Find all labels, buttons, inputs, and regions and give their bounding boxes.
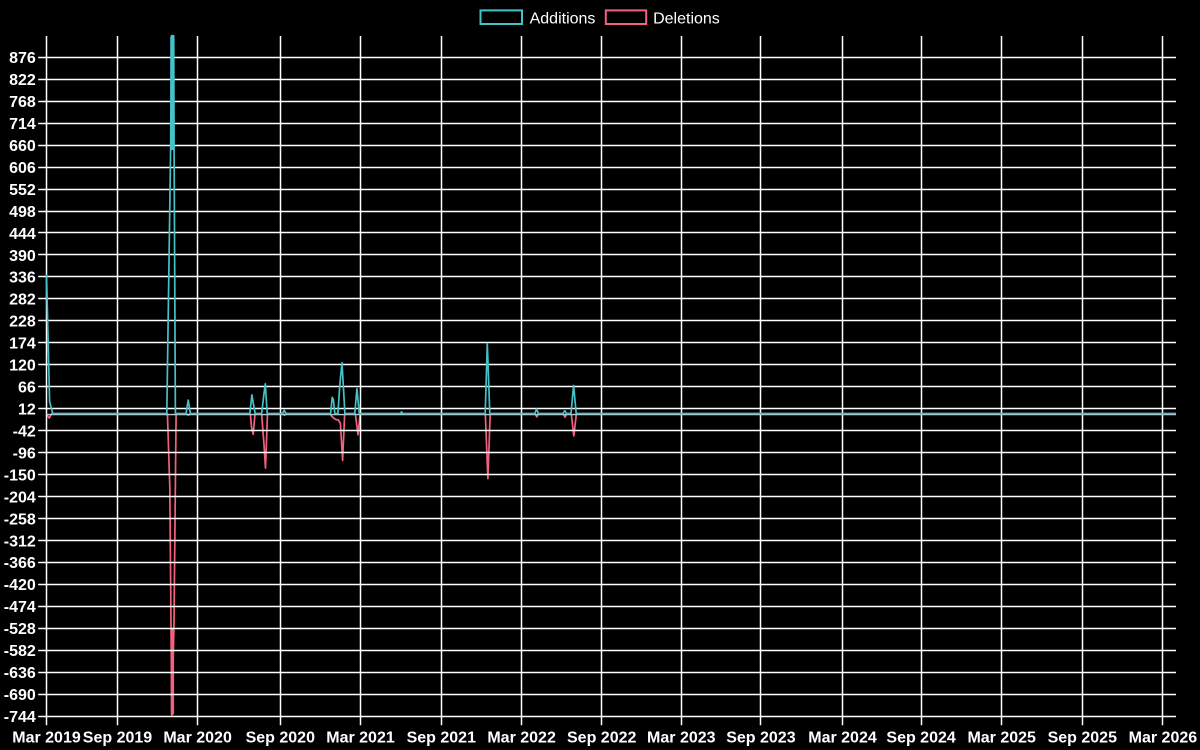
svg-text:-366: -366 xyxy=(4,555,36,572)
svg-text:-636: -636 xyxy=(4,665,36,682)
svg-text:390: 390 xyxy=(9,248,36,265)
svg-text:-744: -744 xyxy=(4,709,36,726)
svg-text:Deletions: Deletions xyxy=(653,10,720,27)
svg-text:822: 822 xyxy=(9,72,36,89)
svg-text:Mar 2019: Mar 2019 xyxy=(12,730,81,747)
svg-text:Sep 2020: Sep 2020 xyxy=(246,730,315,747)
svg-text:Sep 2022: Sep 2022 xyxy=(567,730,636,747)
svg-text:Mar 2025: Mar 2025 xyxy=(967,730,1036,747)
svg-text:Mar 2021: Mar 2021 xyxy=(326,730,395,747)
svg-text:12: 12 xyxy=(18,401,36,418)
svg-text:-42: -42 xyxy=(13,423,36,440)
svg-text:-690: -690 xyxy=(4,687,36,704)
svg-text:Additions: Additions xyxy=(530,10,596,27)
svg-text:Mar 2020: Mar 2020 xyxy=(163,730,232,747)
svg-text:552: 552 xyxy=(9,182,36,199)
svg-text:-204: -204 xyxy=(4,489,36,506)
svg-text:174: 174 xyxy=(9,336,36,353)
svg-text:-528: -528 xyxy=(4,621,36,638)
svg-text:768: 768 xyxy=(9,94,36,111)
svg-text:Mar 2024: Mar 2024 xyxy=(808,730,877,747)
svg-text:282: 282 xyxy=(9,292,36,309)
svg-text:Sep 2019: Sep 2019 xyxy=(83,730,152,747)
svg-text:Sep 2025: Sep 2025 xyxy=(1048,730,1117,747)
svg-text:-420: -420 xyxy=(4,577,36,594)
svg-text:444: 444 xyxy=(9,226,36,243)
svg-text:498: 498 xyxy=(9,204,36,221)
svg-text:-474: -474 xyxy=(4,599,36,616)
svg-text:336: 336 xyxy=(9,270,36,287)
svg-text:-582: -582 xyxy=(4,643,36,660)
svg-text:-258: -258 xyxy=(4,511,36,528)
svg-text:876: 876 xyxy=(9,50,36,67)
svg-text:606: 606 xyxy=(9,160,36,177)
svg-text:66: 66 xyxy=(18,380,36,397)
svg-text:Mar 2026: Mar 2026 xyxy=(1129,730,1198,747)
svg-text:-96: -96 xyxy=(13,445,36,462)
svg-text:660: 660 xyxy=(9,138,36,155)
svg-text:-312: -312 xyxy=(4,533,36,550)
svg-text:228: 228 xyxy=(9,314,36,331)
svg-text:Mar 2023: Mar 2023 xyxy=(647,730,716,747)
svg-text:Sep 2023: Sep 2023 xyxy=(726,730,795,747)
svg-text:Mar 2022: Mar 2022 xyxy=(487,730,556,747)
svg-text:714: 714 xyxy=(9,116,36,133)
svg-text:120: 120 xyxy=(9,358,36,375)
svg-text:Sep 2021: Sep 2021 xyxy=(407,730,476,747)
svg-text:Sep 2024: Sep 2024 xyxy=(886,730,955,747)
svg-text:-150: -150 xyxy=(4,467,36,484)
